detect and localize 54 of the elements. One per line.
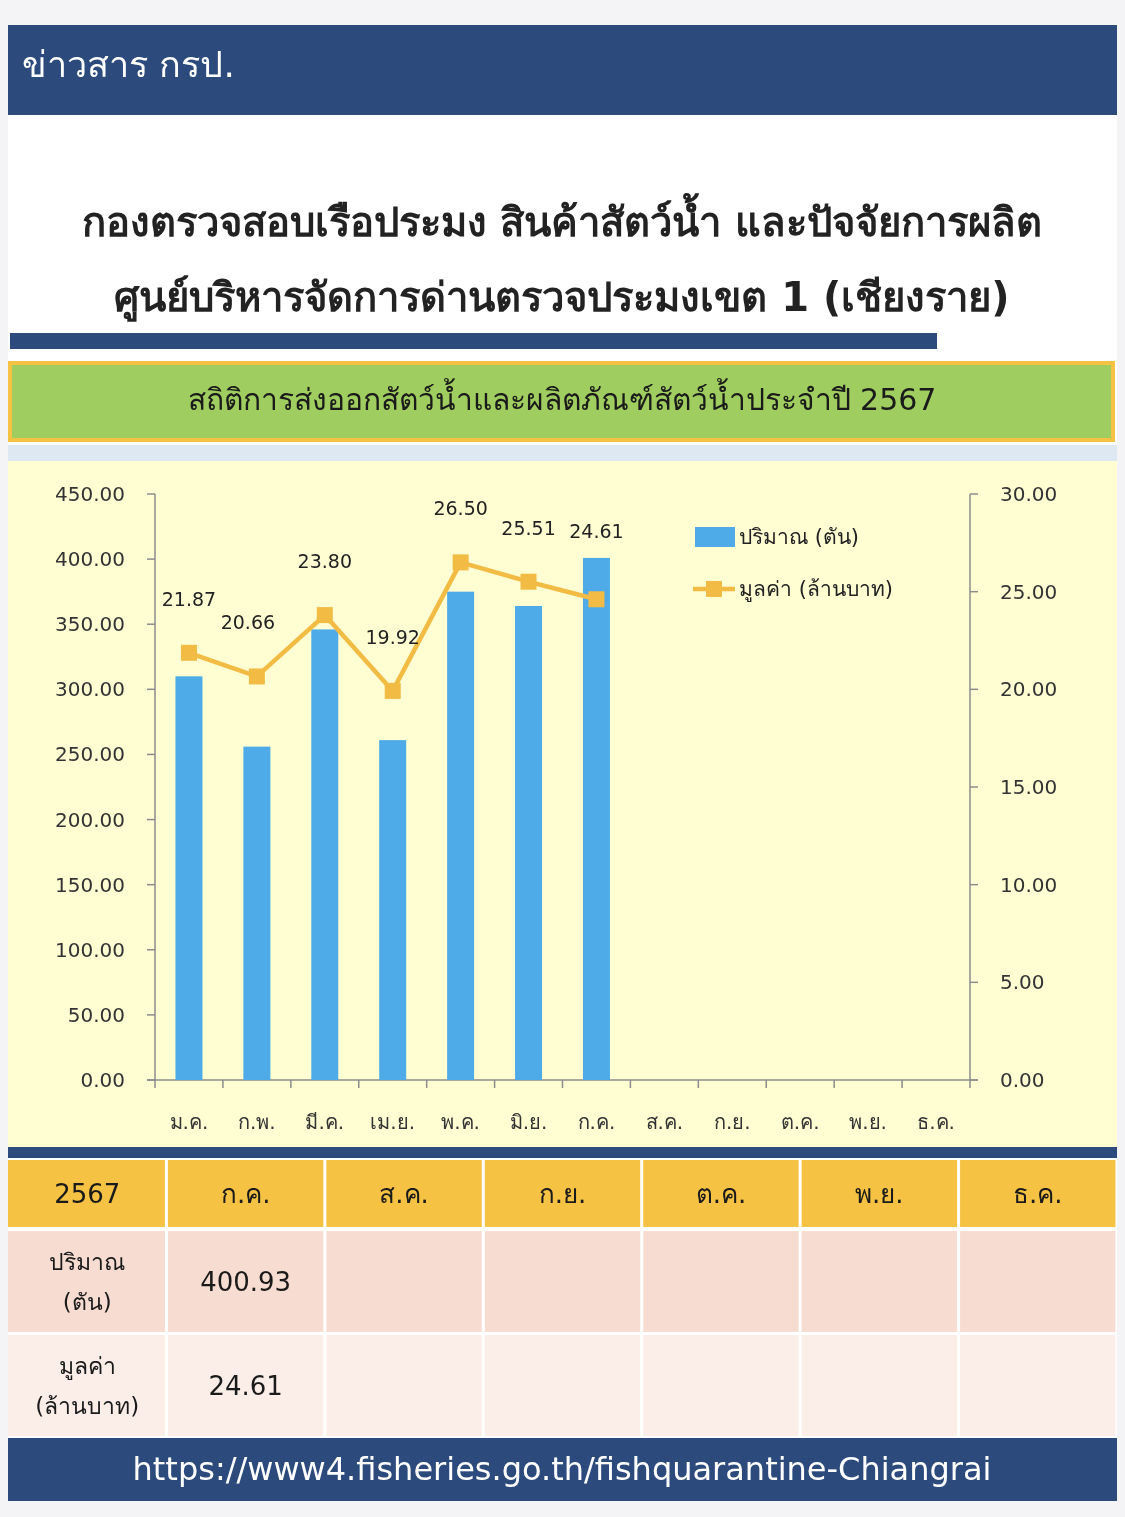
text: https://www4.fisheries.go.th/fishquarantine-Chiangrai	[132, 1450, 992, 1488]
text: ข่าวสาร กรป.	[22, 43, 235, 85]
y2-tick-label: 25.00	[1000, 579, 1058, 604]
x-tick-label: มิ.ย.	[509, 1110, 548, 1134]
data-label: 24.61	[569, 519, 624, 542]
category-label: ต.ค.	[695, 1178, 747, 1209]
x-tick-label: มี.ค.	[305, 1110, 345, 1134]
category-label: พ.ย.	[855, 1178, 904, 1209]
data-label: 23.80	[297, 550, 352, 573]
x-tick-label: ก.ย.	[713, 1110, 751, 1134]
category-label: ส.ค.	[379, 1178, 429, 1209]
y-tick-label: 50.00	[67, 1002, 125, 1027]
text: กองตรวจสอบเรือประมง สินค้าสัตว์น้ำ และปัจจัยการผลิต	[81, 193, 1043, 245]
y2-tick-label: 10.00	[1000, 872, 1058, 897]
data-label: 26.50	[433, 497, 488, 520]
y-tick-label: 0.00	[80, 1068, 125, 1092]
series-label: ปริมาณ (ตัน)	[49, 1248, 126, 1315]
x-tick-label: ส.ค.	[645, 1110, 684, 1134]
text: 2567	[54, 1178, 121, 1209]
y-tick-label: 350.00	[55, 612, 125, 637]
x-tick-label: พ.ค.	[441, 1110, 480, 1134]
y-tick-label: 300.00	[55, 677, 125, 702]
category-label: ก.ย.	[538, 1178, 587, 1209]
data-label: 24.61	[208, 1370, 283, 1401]
data-label: 21.87	[161, 587, 217, 610]
category-label: ก.ค.	[220, 1178, 271, 1209]
x-tick-label: ม.ค.	[169, 1110, 209, 1134]
y-tick-label: 450.00	[55, 482, 125, 506]
y-tick-label: 250.00	[55, 742, 125, 767]
legend-label: มูลค่า (ล้านบาท)	[739, 577, 894, 602]
series-label: มูลค่า (ล้านบาท)	[35, 1352, 140, 1419]
x-tick-label: ธ.ค.	[917, 1110, 955, 1134]
text: ศูนย์บริหารจัดการด่านตรวจประมงเขต 1 (เชียงราย)	[114, 274, 1010, 322]
y2-tick-label: 0.00	[1000, 1068, 1045, 1092]
y2-tick-label: 20.00	[1000, 677, 1058, 702]
y2-tick-label: 5.00	[1000, 970, 1045, 995]
y-tick-label: 400.00	[55, 547, 125, 572]
y-tick-label: 150.00	[55, 872, 125, 897]
data-label: 25.51	[501, 516, 556, 539]
x-tick-label: ก.ค.	[577, 1110, 616, 1134]
y2-tick-label: 30.00	[1000, 482, 1058, 506]
y2-tick-label: 15.00	[1000, 775, 1058, 799]
category-label: ธ.ค.	[1013, 1178, 1063, 1209]
y-tick-label: 100.00	[55, 937, 125, 962]
data-label: 20.66	[220, 611, 276, 634]
x-tick-label: ต.ค.	[780, 1110, 820, 1134]
data-label: 19.92	[365, 625, 420, 648]
legend-label: ปริมาณ (ตัน)	[739, 525, 860, 549]
y-tick-label: 200.00	[55, 807, 125, 832]
chart-title: สถิติการส่งออกสัตว์น้ำและผลิตภัณฑ์สัตว์น้ำประจำปี 2567	[187, 377, 937, 417]
x-tick-label: เม.ย.	[370, 1110, 416, 1134]
x-tick-label: พ.ย.	[849, 1110, 887, 1134]
x-tick-label: ก.พ.	[238, 1110, 276, 1134]
data-label: 400.93	[200, 1266, 292, 1297]
